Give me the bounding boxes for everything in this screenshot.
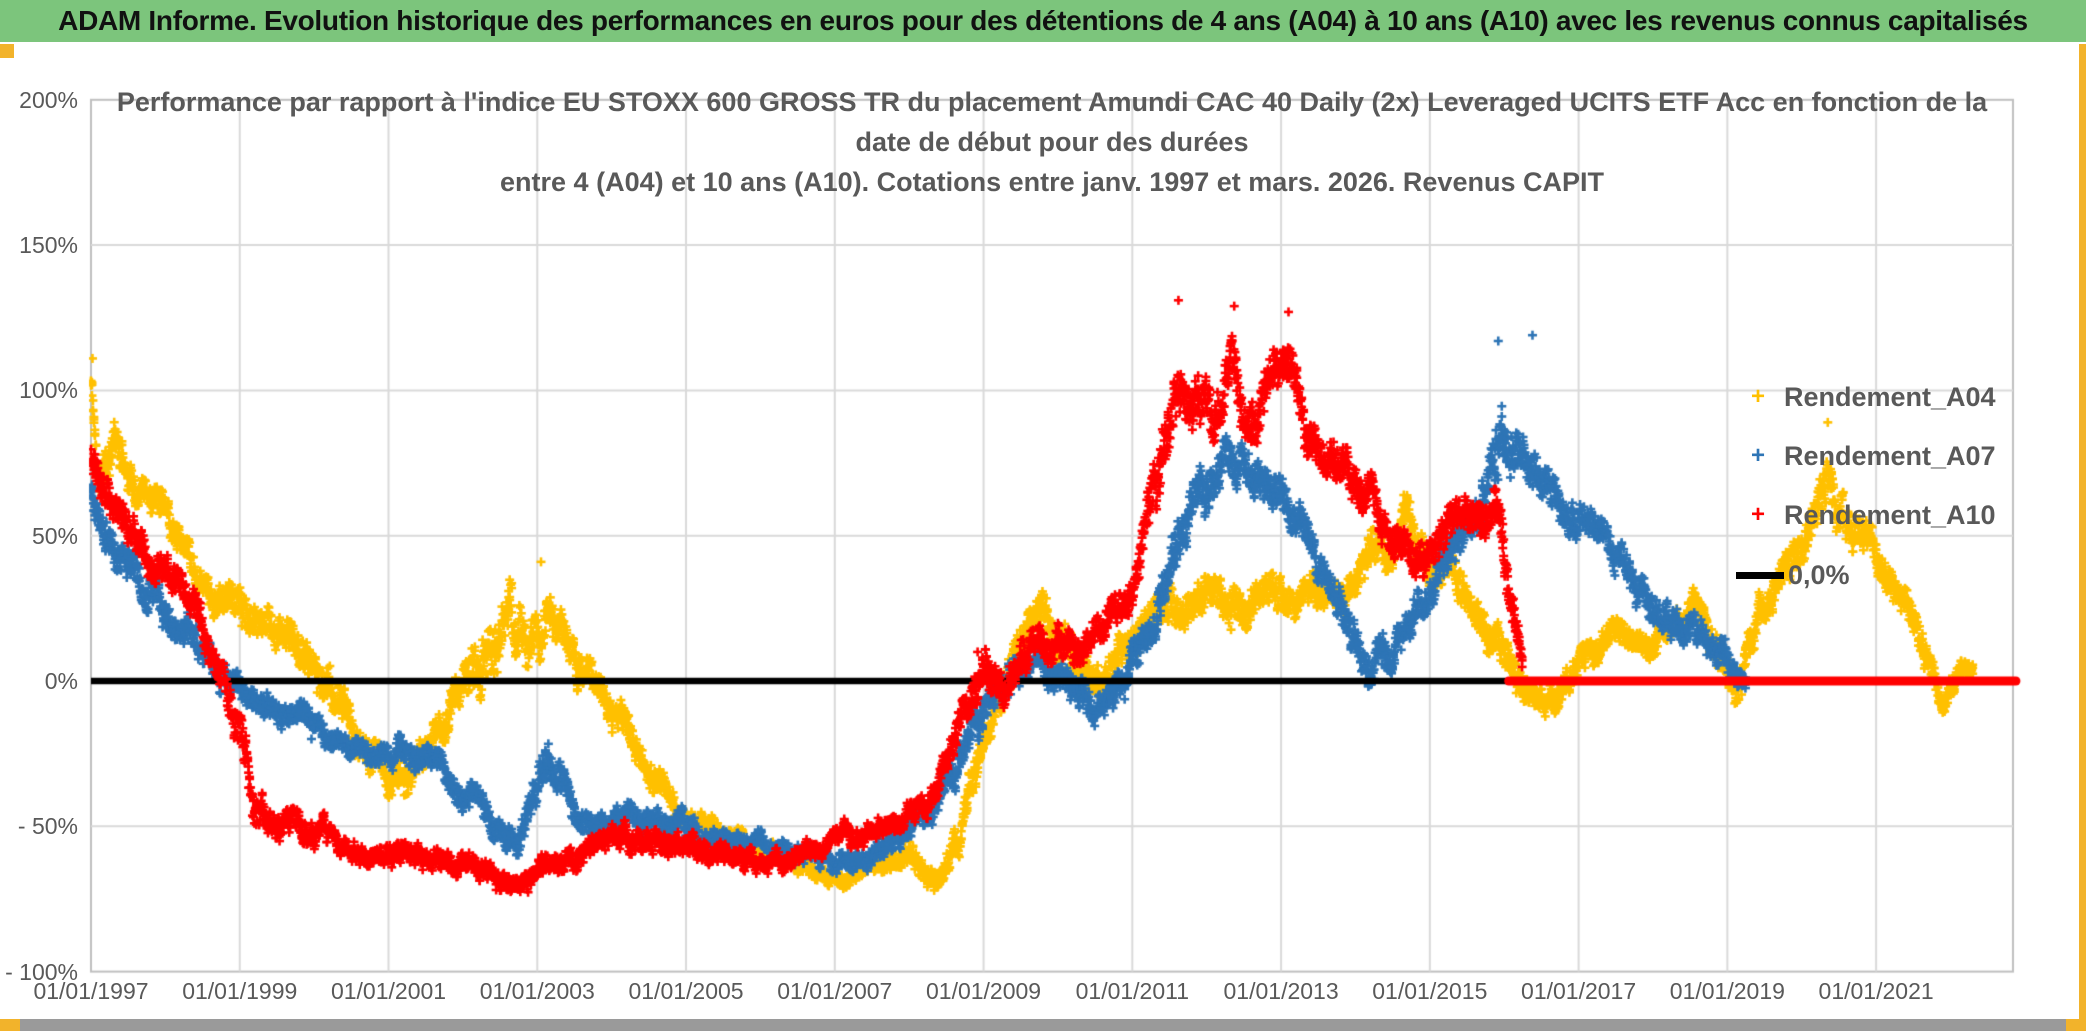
legend-plus-marker-icon: + bbox=[1750, 442, 1765, 469]
x-tick-label: 01/01/2003 bbox=[479, 978, 595, 1004]
x-tick-label: 01/01/2021 bbox=[1818, 978, 1934, 1004]
accent-bottom-left bbox=[0, 1019, 20, 1031]
x-tick-label: 01/01/2005 bbox=[628, 978, 744, 1004]
legend-item-label: Rendement_A10 bbox=[1784, 499, 1996, 530]
x-tick-label: 01/01/2011 bbox=[1075, 978, 1190, 1004]
y-tick-label: 50% bbox=[31, 522, 78, 549]
legend-item-label: 0,0% bbox=[1788, 559, 1850, 590]
legend-item-rendement-a10[interactable]: + Rendement_A10 bbox=[1732, 498, 1996, 532]
legend-plus-marker-icon: + bbox=[1750, 501, 1765, 528]
y-tick-label: 150% bbox=[19, 232, 78, 259]
accent-top-left bbox=[0, 44, 14, 58]
legend-item-rendement-a04[interactable]: + Rendement_A04 bbox=[1732, 380, 1996, 414]
accent-bottom-right bbox=[2066, 1019, 2086, 1031]
y-tick-label: 0% bbox=[44, 668, 78, 694]
chart-title-line-2: date de début pour des durées bbox=[855, 127, 1249, 157]
legend-item-0-0-[interactable]: 0,0% bbox=[1732, 558, 1850, 592]
x-tick-label: 01/01/2001 bbox=[330, 978, 447, 1004]
x-tick-label: 01/01/2007 bbox=[777, 978, 893, 1004]
legend-line-sample bbox=[1736, 571, 1784, 579]
accent-right-strip bbox=[2079, 44, 2086, 1019]
x-tick-label: 01/01/2017 bbox=[1521, 978, 1637, 1004]
chart-title-line-3: entre 4 (A04) et 10 ans (A10). Cotations… bbox=[500, 167, 1604, 197]
x-tick-label: 01/01/2019 bbox=[1669, 978, 1785, 1004]
chart-title: Performance par rapport à l'indice EU ST… bbox=[91, 82, 2013, 202]
y-tick-label: 100% bbox=[19, 377, 78, 404]
chart-title-line-1: Performance par rapport à l'indice EU ST… bbox=[116, 87, 1988, 117]
legend-item-rendement-a07[interactable]: + Rendement_A07 bbox=[1732, 439, 1996, 473]
bottom-scroll-strip[interactable] bbox=[0, 1019, 2086, 1031]
legend-plus-marker-icon: + bbox=[1750, 383, 1765, 410]
y-tick-label: - 50% bbox=[17, 813, 78, 840]
x-tick-label: 01/01/1997 bbox=[33, 978, 149, 1004]
legend-item-label: Rendement_A07 bbox=[1784, 440, 1996, 471]
x-tick-label: 01/01/2009 bbox=[925, 978, 1042, 1004]
header-banner: ADAM Informe. Evolution historique des p… bbox=[0, 0, 2086, 42]
x-tick-label: 01/01/1999 bbox=[182, 978, 298, 1004]
y-tick-label: 200% bbox=[19, 86, 78, 113]
legend-item-label: Rendement_A04 bbox=[1784, 381, 1996, 412]
header-banner-title: ADAM Informe. Evolution historique des p… bbox=[58, 5, 2028, 36]
y-tick-label: - 100% bbox=[5, 958, 78, 985]
x-tick-label: 01/01/2013 bbox=[1223, 978, 1339, 1004]
x-tick-label: 01/01/2015 bbox=[1372, 978, 1488, 1004]
